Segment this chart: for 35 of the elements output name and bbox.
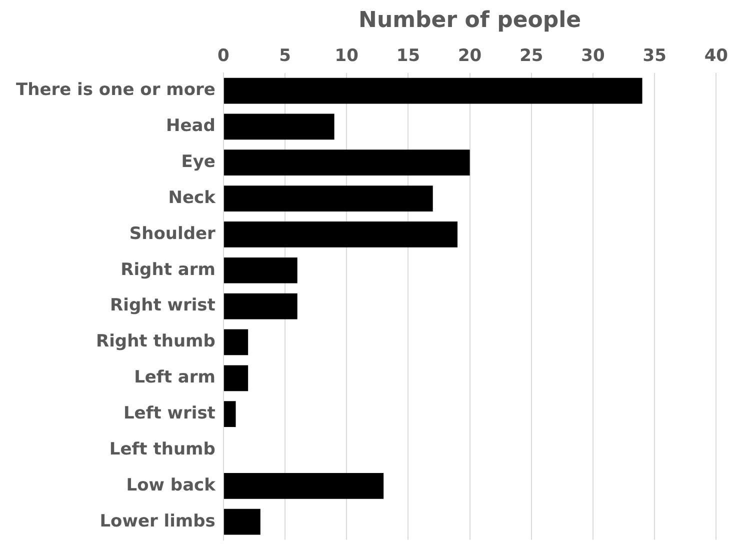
x-tick-label: 25 bbox=[520, 46, 544, 66]
bar bbox=[224, 508, 260, 535]
x-tick-label: 40 bbox=[704, 46, 728, 66]
y-tick-label: Head bbox=[166, 116, 216, 136]
x-axis-title: Number of people bbox=[358, 8, 582, 33]
bar bbox=[224, 257, 298, 284]
y-tick-label: Neck bbox=[168, 188, 216, 208]
y-tick-label: Shoulder bbox=[129, 224, 216, 244]
bar bbox=[224, 150, 470, 176]
bar bbox=[224, 401, 236, 427]
y-tick-label: Eye bbox=[181, 152, 216, 172]
x-tick-label: 10 bbox=[334, 46, 359, 66]
y-tick-label: Right wrist bbox=[110, 296, 216, 316]
bar bbox=[224, 186, 433, 212]
bar bbox=[224, 222, 458, 248]
x-tick-label: 35 bbox=[642, 46, 666, 66]
y-tick-label: There is one or more bbox=[16, 80, 216, 100]
y-tick-label: Right arm bbox=[120, 260, 216, 280]
y-tick-label: Right thumb bbox=[96, 332, 216, 352]
y-tick-label: Left wrist bbox=[123, 403, 216, 424]
y-tick-label: Left thumb bbox=[109, 439, 216, 460]
bar bbox=[224, 365, 248, 392]
bar bbox=[224, 472, 384, 499]
y-tick-label: Low back bbox=[126, 475, 216, 496]
x-tick-label: 5 bbox=[279, 46, 291, 66]
bar bbox=[224, 114, 334, 140]
bar bbox=[224, 78, 642, 104]
x-tick-label: 30 bbox=[581, 46, 605, 66]
bar bbox=[224, 329, 248, 356]
y-tick-label: Lower limbs bbox=[100, 511, 216, 532]
x-tick-label: 15 bbox=[396, 46, 420, 66]
bar bbox=[224, 293, 298, 320]
y-tick-label: Left arm bbox=[134, 368, 216, 388]
x-tick-label: 0 bbox=[218, 46, 230, 66]
x-tick-label: 20 bbox=[458, 46, 482, 66]
